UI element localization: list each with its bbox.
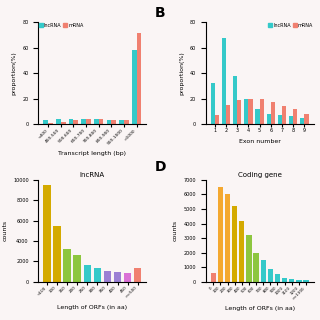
Bar: [86, 119, 91, 124]
Bar: [296, 280, 301, 282]
Legend: lncRNA, mRNA: lncRNA, mRNA: [268, 23, 313, 28]
Bar: [248, 99, 253, 124]
Bar: [253, 252, 259, 282]
Bar: [289, 116, 293, 124]
Bar: [94, 268, 101, 282]
Bar: [124, 120, 129, 124]
X-axis label: Length of ORFs (in aa): Length of ORFs (in aa): [57, 305, 127, 310]
Bar: [289, 279, 294, 282]
Bar: [48, 123, 53, 124]
Bar: [81, 119, 86, 124]
Bar: [218, 187, 223, 282]
Bar: [104, 271, 111, 282]
Bar: [99, 119, 103, 124]
Title: Coding gene: Coding gene: [238, 172, 282, 178]
Legend: lncRNA, mRNA: lncRNA, mRNA: [39, 23, 84, 28]
Bar: [267, 114, 271, 124]
Bar: [222, 38, 226, 124]
Bar: [68, 119, 73, 124]
Bar: [211, 84, 215, 124]
Y-axis label: proportion(%): proportion(%): [179, 51, 184, 95]
Bar: [114, 272, 121, 282]
Bar: [237, 100, 242, 124]
Bar: [300, 118, 304, 124]
Text: D: D: [154, 160, 166, 174]
Bar: [268, 268, 273, 282]
Bar: [233, 76, 237, 124]
Bar: [84, 265, 91, 282]
Bar: [134, 268, 141, 282]
Bar: [282, 106, 286, 124]
Bar: [124, 273, 131, 282]
Bar: [43, 120, 48, 124]
Bar: [63, 249, 71, 282]
Y-axis label: proportion(%): proportion(%): [12, 51, 17, 95]
Bar: [244, 99, 248, 124]
Y-axis label: counts: counts: [3, 220, 7, 241]
X-axis label: Length of ORFs (in aa): Length of ORFs (in aa): [225, 306, 295, 311]
Bar: [293, 109, 298, 124]
Bar: [119, 120, 124, 124]
Y-axis label: counts: counts: [173, 220, 178, 241]
Bar: [239, 220, 244, 282]
Bar: [260, 99, 264, 124]
Bar: [137, 33, 141, 124]
Bar: [303, 280, 309, 282]
Bar: [111, 120, 116, 124]
Bar: [73, 120, 78, 124]
Bar: [53, 226, 61, 282]
Bar: [278, 115, 282, 124]
Bar: [132, 50, 137, 124]
Bar: [215, 115, 219, 124]
Bar: [211, 273, 216, 282]
Bar: [271, 102, 275, 124]
Bar: [282, 278, 287, 282]
Title: lncRNA: lncRNA: [80, 172, 105, 178]
Bar: [43, 185, 51, 282]
Bar: [225, 195, 230, 282]
Bar: [61, 122, 66, 124]
Bar: [246, 235, 252, 282]
Bar: [275, 274, 280, 282]
X-axis label: Exon number: Exon number: [239, 139, 281, 144]
Bar: [56, 119, 61, 124]
Bar: [255, 109, 260, 124]
Bar: [94, 119, 99, 124]
Bar: [232, 206, 237, 282]
Bar: [260, 260, 266, 282]
X-axis label: Transcript length (bp): Transcript length (bp): [58, 151, 126, 156]
Text: B: B: [155, 6, 165, 20]
Bar: [107, 120, 111, 124]
Bar: [74, 255, 81, 282]
Bar: [226, 105, 230, 124]
Bar: [304, 114, 309, 124]
